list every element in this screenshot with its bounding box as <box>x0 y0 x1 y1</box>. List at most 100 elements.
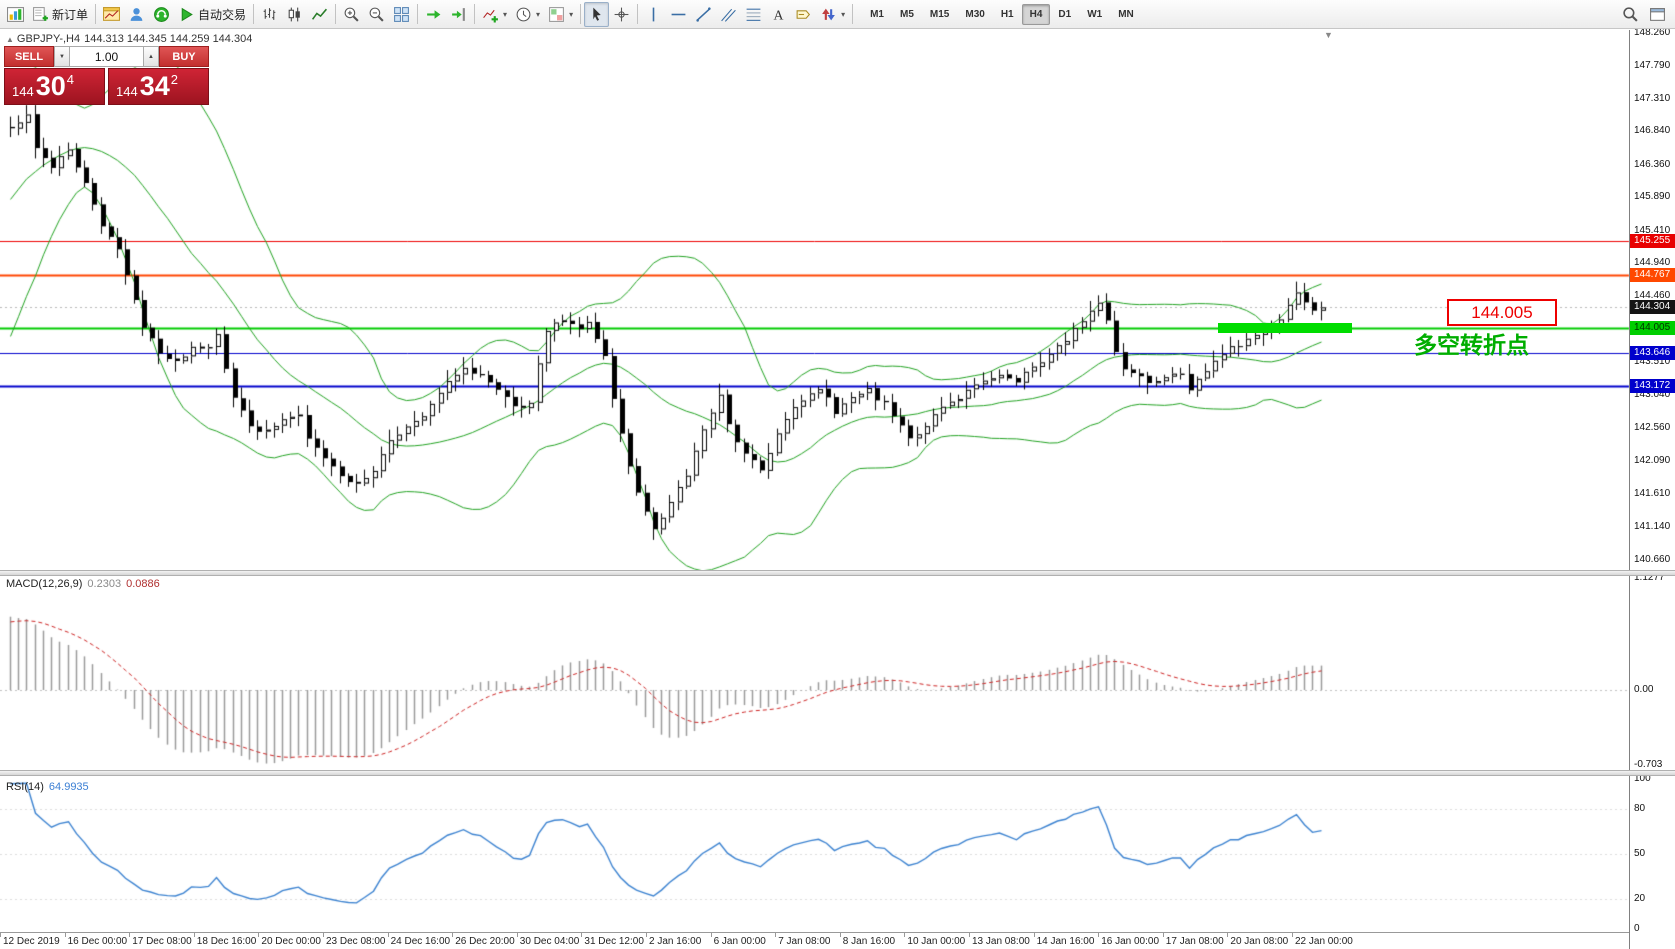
line-chart-button[interactable] <box>307 2 332 27</box>
price-scale-label: 144.460 <box>1634 290 1671 302</box>
periods-button[interactable]: ▾ <box>511 2 544 27</box>
ask-pips: 34 <box>139 71 170 101</box>
app-menu[interactable] <box>3 2 28 27</box>
sell-button[interactable]: SELL <box>4 46 54 67</box>
bar-chart-button[interactable] <box>257 2 282 27</box>
chart-shift-button[interactable] <box>446 2 471 27</box>
toolbar-separator <box>335 4 337 24</box>
trendline-button[interactable] <box>691 2 716 27</box>
new-window-button[interactable] <box>1645 2 1670 27</box>
time-tick <box>1292 933 1293 937</box>
community-button[interactable] <box>124 2 149 27</box>
zoom-in-button[interactable] <box>339 2 364 27</box>
bid-pips: 30 <box>35 71 66 101</box>
macd-scale-label: 0.00 <box>1634 684 1654 695</box>
templates-icon <box>548 6 565 23</box>
tile-windows-button[interactable] <box>389 2 414 27</box>
time-axis[interactable]: 12 Dec 2019 16 Dec 00:00 17 Dec 08:00 18 De… <box>0 932 1629 949</box>
toolbar: 新订单 自动交易 ▾ ▾ ▾ A ▾ M1 M5 M15 M30 H1 H4 D1 W1 MN <box>0 0 1675 29</box>
timeframe-m15-button[interactable]: M15 <box>929 8 950 20</box>
macd-scale-label: -0.703 <box>1634 759 1663 770</box>
ask-quote-box[interactable]: 144 34 2 <box>108 68 209 105</box>
timeframe-m30-button[interactable]: M30 <box>965 8 985 20</box>
timeframe-group: M1 M5 M15 M30 H1 H4 D1 W1 MN <box>862 3 1142 25</box>
shapes-icon <box>820 6 837 23</box>
price-scale[interactable]: 148.260 147.790 147.310 146.840 146.360 145.8… <box>1629 27 1675 949</box>
templates-button[interactable]: ▾ <box>544 2 577 27</box>
search-button[interactable] <box>1618 2 1643 27</box>
time-label: 17 Jan 08:00 <box>1165 936 1224 947</box>
price-scale-label: 147.790 <box>1634 59 1671 71</box>
time-tick <box>387 933 389 937</box>
vertical-line-button[interactable] <box>641 2 666 27</box>
price-scale-label: 142.090 <box>1634 454 1671 466</box>
time-label: 16 Jan 00:00 <box>1101 936 1160 947</box>
chart-shift-marker: ▼ <box>1324 30 1333 40</box>
volume-input[interactable] <box>70 46 143 67</box>
cursor-button[interactable] <box>584 1 610 27</box>
community-icon <box>128 6 145 23</box>
rsi-pane-separator[interactable] <box>0 770 1675 776</box>
rsi-scale-label: 50 <box>1634 848 1646 860</box>
timeframe-m1-button[interactable]: M1 <box>870 8 884 20</box>
channel-button[interactable] <box>716 2 741 27</box>
timeframe-m5-button[interactable]: M5 <box>900 8 914 20</box>
time-label: 17 Dec 08:00 <box>132 936 192 947</box>
price-scale-label: 145.890 <box>1634 191 1671 203</box>
time-tick <box>1033 933 1035 937</box>
tile-windows-icon <box>393 6 410 23</box>
bid-big-figure: 144 <box>12 84 34 99</box>
time-label: 31 Dec 12:00 <box>584 936 644 947</box>
time-label: 20 Dec 00:00 <box>261 936 321 947</box>
timeframe-w1-button[interactable]: W1 <box>1087 8 1103 20</box>
volume-decrease-button[interactable] <box>54 46 70 67</box>
crosshair-button[interactable] <box>609 2 634 27</box>
volume-increase-button[interactable] <box>143 46 159 67</box>
toolbar-left-group: 新订单 自动交易 ▾ ▾ ▾ A ▾ <box>3 1 856 27</box>
candlestick-chart-button[interactable] <box>282 2 307 27</box>
rsi-scale-label: 80 <box>1634 803 1646 815</box>
time-label: 12 Dec 2019 <box>3 936 60 947</box>
one-click-trading-panel: SELL BUY 144 30 4 144 34 2 <box>4 46 209 105</box>
toolbar-separator <box>852 4 854 24</box>
auto-scroll-button[interactable] <box>421 2 446 27</box>
label-button[interactable] <box>791 2 816 27</box>
timeframe-h1-button[interactable]: H1 <box>1000 8 1014 20</box>
chevron-down-icon: ▾ <box>536 9 541 19</box>
toolbar-separator <box>417 4 419 24</box>
chart-header: ▲ GBPJPY-,H4 144.313 144.345 144.259 144.3… <box>6 33 256 45</box>
zoom-in-icon <box>343 6 360 23</box>
timeframe-h4-button[interactable]: H4 <box>1021 3 1051 25</box>
time-tick <box>1227 933 1229 937</box>
periods-icon <box>515 6 532 23</box>
macd-pane-separator[interactable] <box>0 570 1675 576</box>
macd-name: MACD(12,26,9) <box>6 578 83 590</box>
new-order-button[interactable]: 新订单 <box>28 2 92 27</box>
time-tick <box>839 933 841 937</box>
timeframe-d1-button[interactable]: D1 <box>1058 8 1072 20</box>
collapse-icon[interactable]: ▲ <box>6 35 14 44</box>
shapes-button[interactable]: ▾ <box>816 2 849 27</box>
indicators-button[interactable]: ▾ <box>478 2 511 27</box>
autotrading-button[interactable]: 自动交易 <box>174 2 250 27</box>
toolbar-separator <box>637 4 639 24</box>
time-label: 13 Jan 08:00 <box>972 936 1030 947</box>
turning-point-label: 多空转折点 <box>1414 332 1529 358</box>
text-button[interactable]: A <box>766 2 791 27</box>
time-label: 7 Jan 08:00 <box>778 936 831 947</box>
bid-quote-box[interactable]: 144 30 4 <box>4 68 105 105</box>
time-tick <box>193 933 195 937</box>
macd-indicator-label: MACD(12,26,9) 0.2303 0.0886 <box>6 578 160 590</box>
timeframe-mn-button[interactable]: MN <box>1118 8 1134 20</box>
market-button[interactable] <box>149 2 174 27</box>
chart-window-button[interactable] <box>99 2 124 27</box>
bars-icon <box>261 6 278 23</box>
horizontal-line-button[interactable] <box>666 2 691 27</box>
fibonacci-button[interactable] <box>741 2 766 27</box>
rsi-scale-label: 20 <box>1634 893 1646 905</box>
buy-button[interactable]: BUY <box>159 46 209 67</box>
time-label: 20 Jan 08:00 <box>1230 936 1289 947</box>
zoom-out-button[interactable] <box>364 2 389 27</box>
